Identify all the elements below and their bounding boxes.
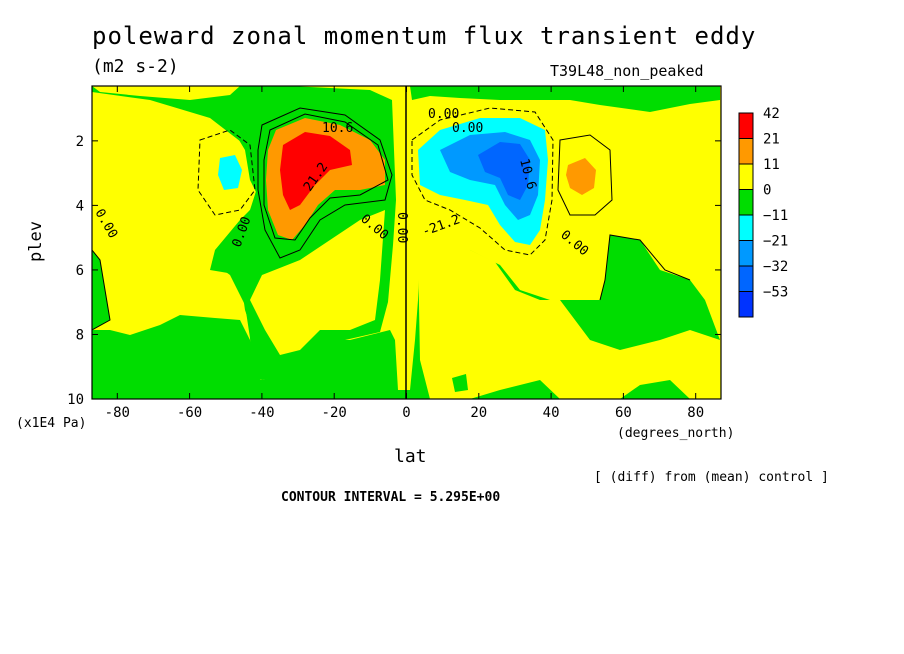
diff-note: [ (diff) from (mean) control ]	[594, 470, 829, 485]
legend-label: −32	[763, 259, 788, 275]
contour-lines	[92, 86, 691, 399]
contour-line-sh-zero	[92, 249, 111, 331]
x-tick-label: 80	[687, 405, 704, 421]
contour-line-nh-pos	[557, 134, 613, 216]
legend-label: −53	[763, 285, 788, 301]
x-axis-label: lat	[394, 446, 427, 467]
chart-units: (m2 s-2)	[92, 56, 179, 77]
fill-green-spot-1	[452, 374, 468, 392]
y-tick-label: 8	[76, 327, 84, 343]
legend-label: 11	[763, 157, 780, 173]
y-axis-ticks: 2 4 6 8 10	[67, 134, 721, 408]
fill-yellow-south-upper	[92, 86, 240, 100]
legend-label: 0	[763, 183, 771, 199]
x-tick-label: -80	[105, 405, 130, 421]
contour-label: 0.00	[452, 121, 483, 136]
fill-red-sh-core	[280, 132, 352, 210]
legend-swatch	[738, 138, 754, 165]
fill-yellow-north-mid	[418, 245, 720, 399]
legend-swatch	[738, 214, 754, 241]
x-tick-label: 60	[615, 405, 632, 421]
fill-yellow-south-lower	[250, 210, 385, 355]
legend-swatch	[738, 291, 754, 318]
y-tick-label: 4	[76, 198, 84, 214]
x-axis-ticks: -80 -60 -40 -20 0 20 40 60 80	[105, 86, 704, 421]
y-tick-label: 6	[76, 263, 84, 279]
x-tick-label: -40	[249, 405, 274, 421]
x-axis-units: (degrees_north)	[617, 426, 735, 441]
y-axis-units: (x1E4 Pa)	[16, 416, 87, 431]
legend-swatch	[738, 240, 754, 267]
contour-line-nh-zero	[599, 234, 691, 301]
x-tick-label: -20	[322, 405, 347, 421]
contour-label: 10.6	[322, 121, 353, 136]
y-tick-label: 2	[76, 134, 84, 150]
fill-blue-nh-core	[478, 142, 530, 200]
contour-interval: CONTOUR INTERVAL = 5.295E+00	[281, 490, 501, 505]
color-legend: 42 21 11 0 −11 −21 −32 −53	[738, 106, 788, 318]
contour-label: 0.00	[428, 107, 459, 122]
x-tick-label: 0	[402, 405, 410, 421]
contour-line-sh-outer	[257, 107, 393, 259]
contour-line-sh-dash	[197, 129, 256, 216]
contour-line-sh-inner	[263, 113, 389, 241]
experiment-label: T39L48_non_peaked	[550, 62, 704, 80]
x-tick-label: 20	[470, 405, 487, 421]
contour-line-nh-outer	[411, 107, 554, 256]
fill-green-north	[410, 86, 720, 112]
legend-swatch	[738, 189, 754, 216]
chart-title: poleward zonal momentum flux transient e…	[92, 22, 757, 50]
x-tick-label: 40	[543, 405, 560, 421]
y-tick-label: 10	[67, 392, 84, 408]
legend-label: 21	[763, 132, 780, 148]
legend-label: −21	[763, 234, 788, 250]
legend-swatch	[738, 112, 754, 139]
fill-orange-nh-lobe	[566, 158, 596, 195]
fill-cyan-sh-lobe	[218, 155, 242, 190]
fill-yellow-north-right	[548, 110, 705, 280]
legend-label: 42	[763, 106, 780, 122]
legend-label: −11	[763, 208, 788, 224]
contour-label: 0.00	[394, 212, 409, 243]
x-tick-label: -60	[177, 405, 202, 421]
legend-swatch	[738, 163, 754, 190]
legend-swatch	[738, 265, 754, 292]
contour-fill-layer	[92, 86, 721, 399]
